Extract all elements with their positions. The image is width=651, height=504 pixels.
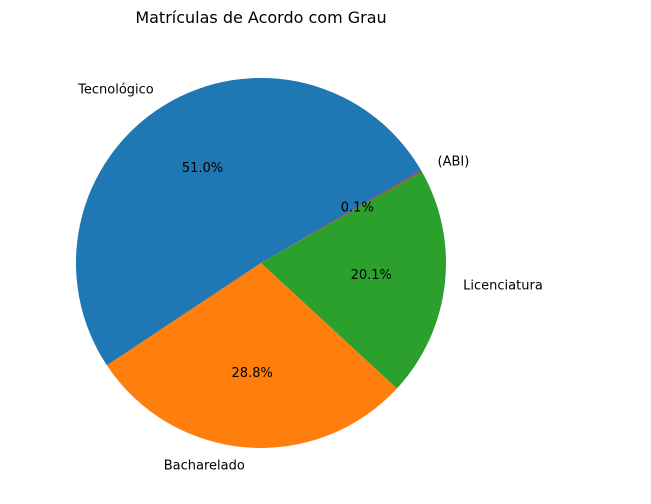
pie-slice-tecnológico <box>75 77 422 366</box>
pie-slice-abi <box>261 170 422 263</box>
slice-percent-licenciatura: 20.1% <box>351 268 392 283</box>
slice-percent-tecnológico: 51.0% <box>182 161 223 176</box>
pie-slice-licenciatura <box>261 171 447 389</box>
pie-slices <box>75 77 447 449</box>
pie-labels: Tecnológico 51.0% Bacharelado 28.8% Licencia… <box>77 83 543 474</box>
slice-label-licenciatura: Licenciatura <box>463 279 543 294</box>
pie-slice-bacharelado <box>106 263 397 449</box>
slice-label-abi: (ABI) <box>438 154 470 169</box>
slice-percent-abi: 0.1% <box>341 200 374 215</box>
slice-percent-bacharelado: 28.8% <box>232 366 273 381</box>
chart-title: Matrículas de Acordo com Grau <box>135 8 386 27</box>
slice-label-tecnológico: Tecnológico <box>77 83 154 98</box>
slice-label-bacharelado: Bacharelado <box>164 458 245 473</box>
